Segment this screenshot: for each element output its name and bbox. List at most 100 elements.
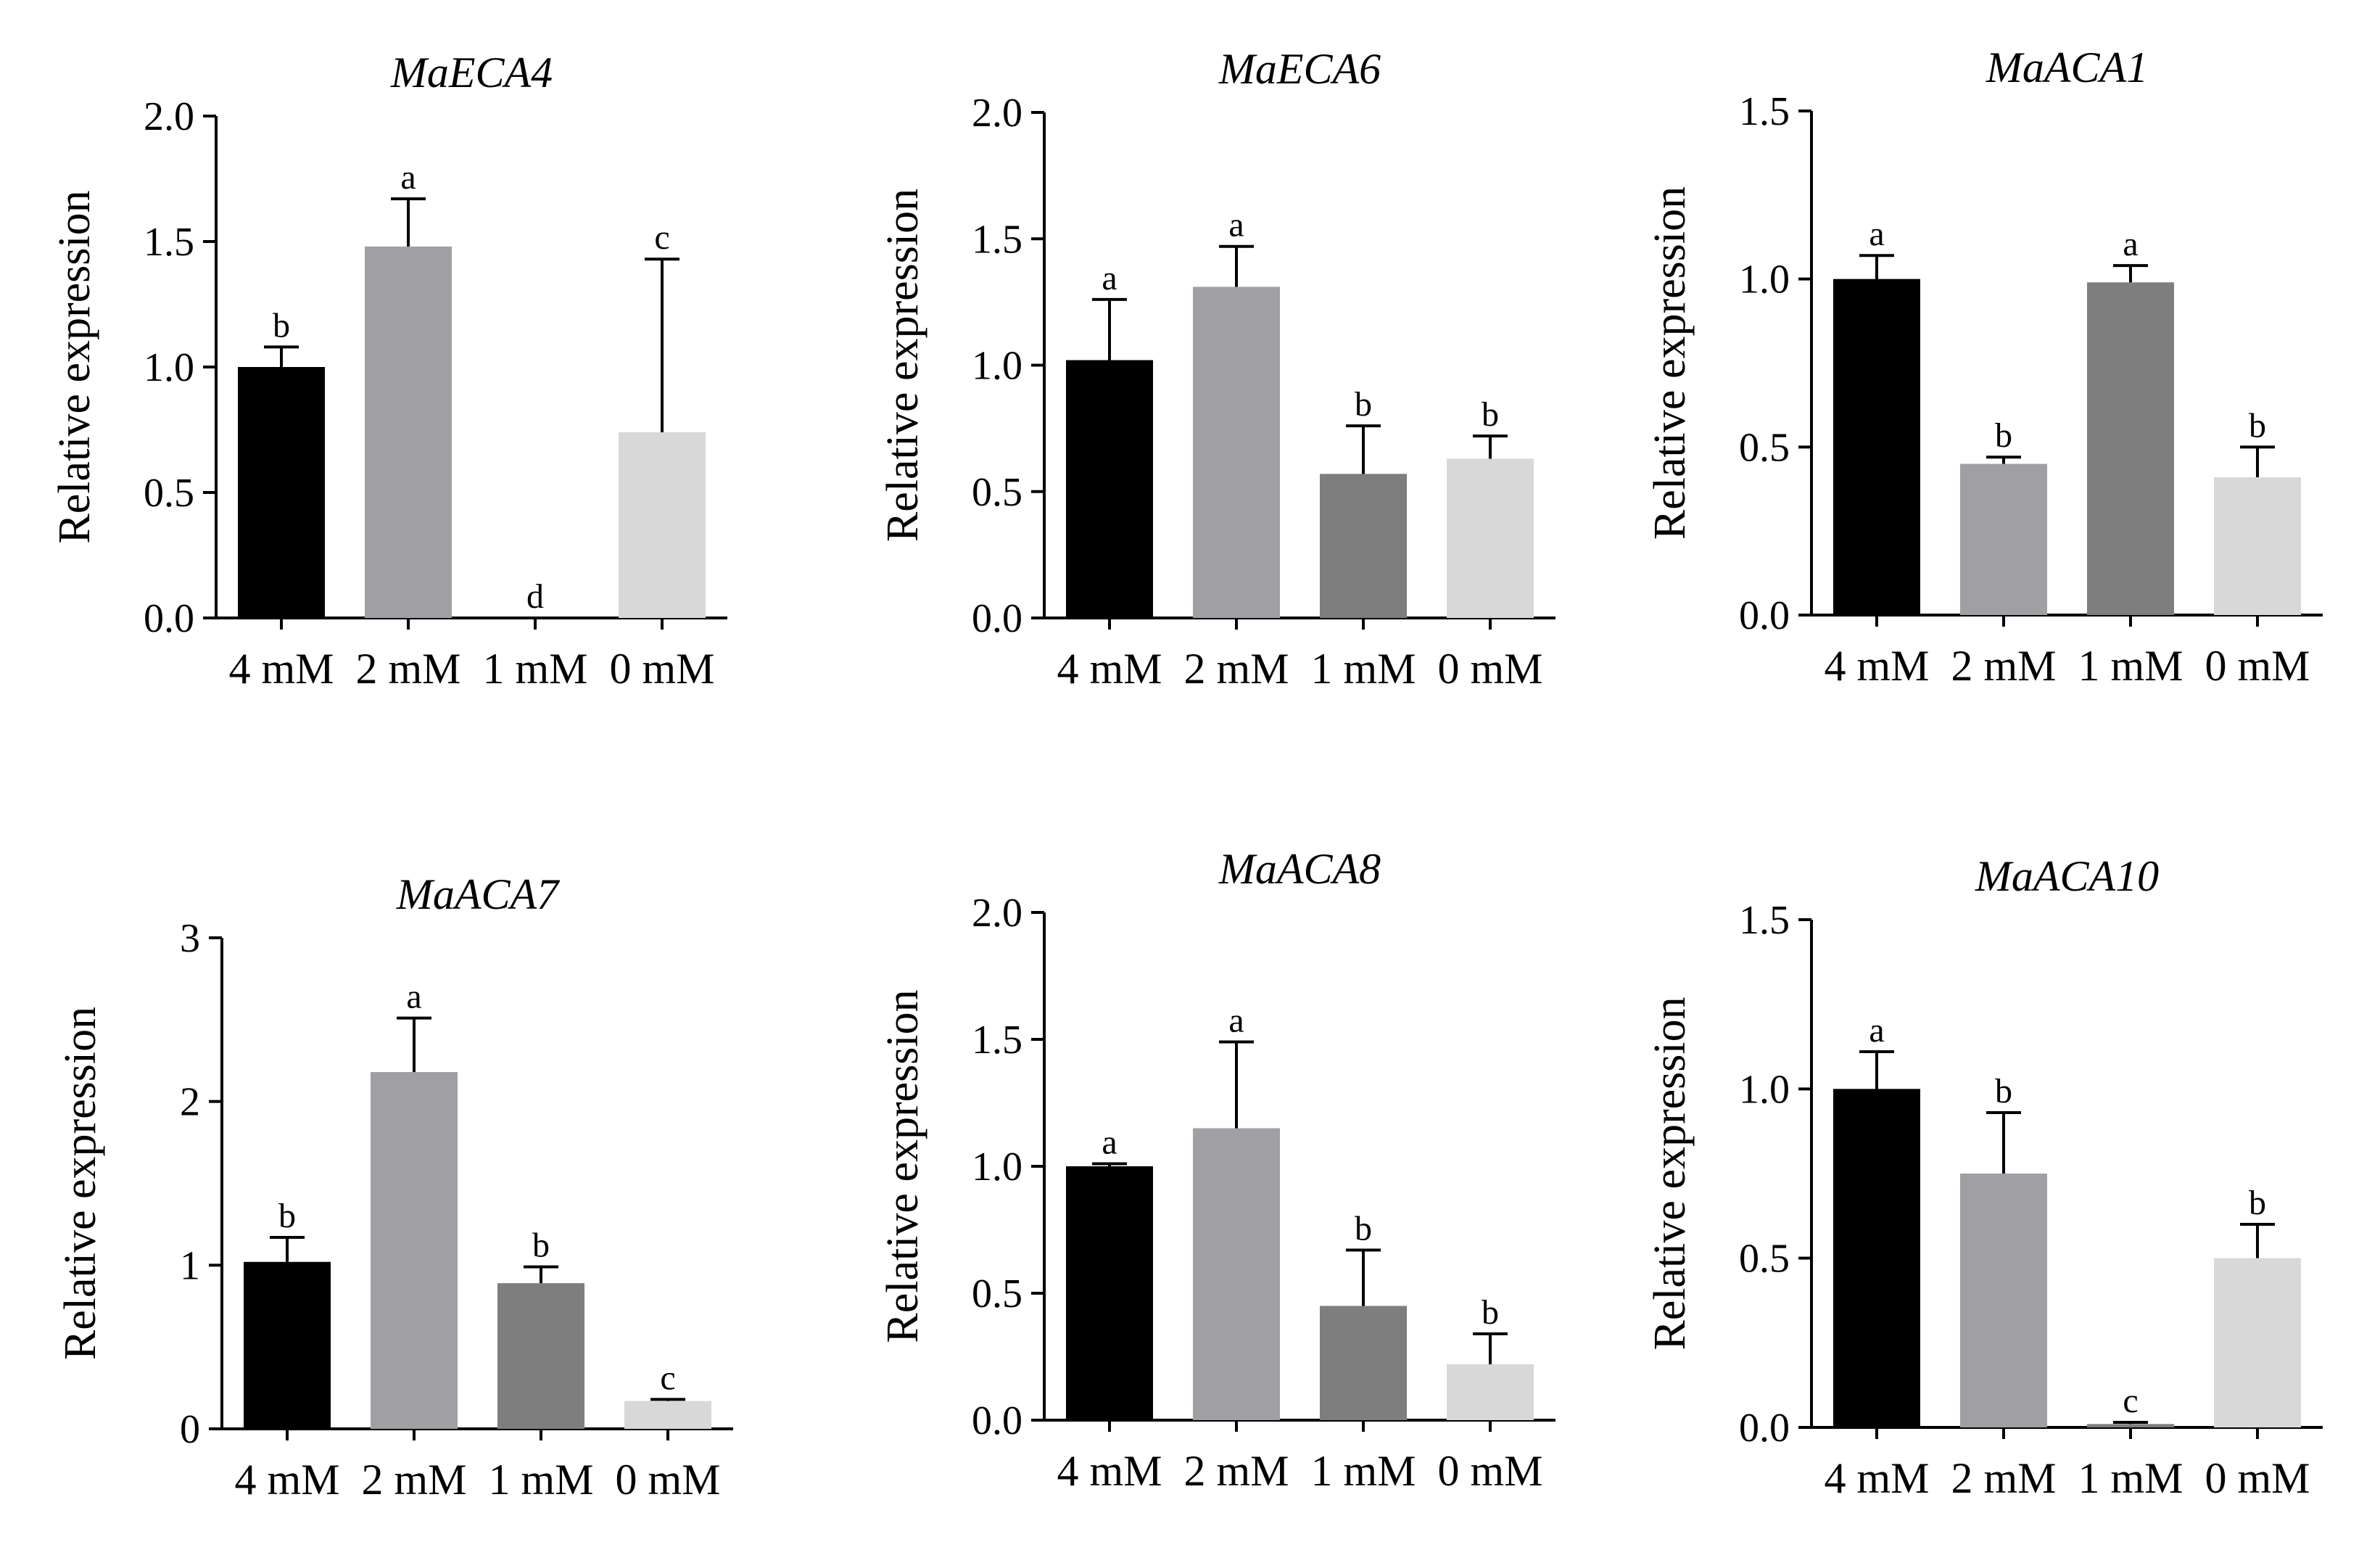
chart4-bar-4mm: [244, 1261, 331, 1429]
chart2-significance-label: b: [1482, 395, 1499, 434]
chart6-x-tick-label: 1 mM: [2078, 1454, 2183, 1502]
chart4-y-tick-label: 1: [180, 1243, 200, 1288]
chart1-y-tick-label: 1.5: [144, 220, 194, 265]
chart3-bar-0mm: [2214, 477, 2301, 615]
chart3-y-tick-label: 0.5: [1739, 425, 1790, 470]
chart4-significance-label: b: [532, 1226, 550, 1265]
chart5-y-tick-label: 2.0: [972, 891, 1022, 936]
chart6-bar-0mm: [2214, 1258, 2301, 1427]
chart2-significance-label: b: [1355, 385, 1372, 424]
chart6-x-tick-label: 2 mM: [1951, 1454, 2056, 1502]
chart3-significance-label: b: [1995, 416, 2012, 455]
chart1-x-tick-label: 1 mM: [482, 645, 587, 693]
chart4-bar-1mm: [497, 1283, 584, 1429]
chart5-x-tick-label: 4 mM: [1057, 1447, 1162, 1495]
chart6-significance-label: c: [2123, 1382, 2138, 1420]
chart4-title: MaACA7: [396, 870, 561, 918]
chart2-y-tick-label: 0.5: [972, 470, 1022, 515]
chart5-significance-label: a: [1102, 1123, 1117, 1162]
chart5-y-tick-label: 1.0: [972, 1145, 1022, 1190]
chart3-title: MaACA1: [1986, 44, 2148, 91]
chart6-x-tick-label: 0 mM: [2205, 1454, 2310, 1502]
chart4-y-tick-label: 2: [180, 1080, 200, 1125]
chart5-title: MaACA8: [1218, 845, 1381, 893]
chart1-significance-label: c: [654, 218, 669, 257]
chart2-y-tick-label: 0.0: [972, 596, 1022, 641]
chart6-title: MaACA10: [1975, 852, 2159, 900]
chart3-significance-label: a: [2123, 225, 2138, 263]
chart4-y-axis-label: Relative expression: [56, 1007, 105, 1360]
chart1-bar-0mm: [619, 432, 706, 618]
chart5-y-tick-label: 0.0: [972, 1398, 1022, 1443]
chart4-x-tick-label: 0 mM: [615, 1456, 720, 1504]
chart1-bar-4mm: [238, 367, 325, 618]
chart2-bar-0mm: [1447, 458, 1534, 618]
chart1-bar-2mm: [365, 246, 452, 618]
chart1-y-tick-label: 0.0: [144, 596, 194, 641]
chart6-significance-label: b: [2249, 1184, 2266, 1222]
chart1-x-tick-label: 4 mM: [228, 645, 334, 693]
chart2-x-tick-label: 1 mM: [1310, 645, 1416, 693]
chart4-significance-label: a: [406, 978, 421, 1016]
chart5-x-tick-label: 0 mM: [1437, 1447, 1542, 1495]
chart2-bar-1mm: [1320, 474, 1407, 618]
chart5-bar-4mm: [1066, 1166, 1153, 1420]
chart4-x-tick-label: 1 mM: [488, 1456, 593, 1504]
chart5-x-tick-label: 2 mM: [1183, 1447, 1289, 1495]
chart5-y-tick-label: 0.5: [972, 1271, 1022, 1316]
chart2-x-tick-label: 2 mM: [1183, 645, 1289, 693]
chart3-y-tick-label: 1.0: [1739, 257, 1790, 302]
chart2-y-tick-label: 1.0: [972, 344, 1022, 389]
chart5-significance-label: b: [1482, 1293, 1499, 1332]
chart1-x-tick-label: 0 mM: [609, 645, 714, 693]
chart3-x-tick-label: 0 mM: [2205, 642, 2310, 690]
chart1-significance-label: b: [273, 306, 290, 345]
chart5-significance-label: a: [1228, 1002, 1244, 1040]
chart4-x-tick-label: 2 mM: [361, 1456, 466, 1504]
chart5-y-axis-label: Relative expression: [878, 989, 927, 1343]
chart4-y-tick-label: 3: [180, 916, 200, 961]
chart3-y-axis-label: Relative expression: [1645, 186, 1695, 540]
chart2-y-tick-label: 1.5: [972, 217, 1022, 262]
chart6-y-tick-label: 1.5: [1739, 898, 1790, 943]
chart4-bar-0mm: [624, 1401, 711, 1429]
chart6-significance-label: b: [1995, 1072, 2012, 1110]
chart1-significance-label: a: [400, 158, 416, 197]
chart3-significance-label: b: [2249, 406, 2266, 445]
chart5-bar-1mm: [1320, 1306, 1407, 1420]
chart2-y-tick-label: 2.0: [972, 91, 1022, 136]
chart3-x-tick-label: 2 mM: [1951, 642, 2056, 690]
chart2-significance-label: a: [1228, 206, 1244, 244]
chart6-y-tick-label: 0.5: [1739, 1237, 1790, 1282]
chart6-y-axis-label: Relative expression: [1645, 997, 1695, 1350]
chart3-significance-label: a: [1869, 215, 1884, 253]
chart3-bar-2mm: [1960, 463, 2047, 615]
chart3-x-tick-label: 1 mM: [2078, 642, 2183, 690]
chart4-significance-label: c: [660, 1358, 675, 1397]
chart2-bar-4mm: [1066, 360, 1153, 618]
chart2-bar-2mm: [1193, 286, 1280, 618]
chart1-y-tick-label: 2.0: [144, 94, 194, 139]
chart3-y-tick-label: 1.5: [1739, 89, 1790, 134]
chart3-bar-1mm: [2087, 282, 2174, 615]
chart2-title: MaECA6: [1218, 45, 1381, 93]
chart1-y-tick-label: 1.0: [144, 345, 194, 390]
chart1-x-tick-label: 2 mM: [355, 645, 460, 693]
chart6-significance-label: a: [1869, 1011, 1884, 1050]
chart1-title: MaECA4: [390, 49, 553, 96]
chart4-y-tick-label: 0: [180, 1407, 200, 1452]
chart3-bar-4mm: [1833, 279, 1920, 615]
chart2-x-tick-label: 4 mM: [1057, 645, 1162, 693]
chart2-x-tick-label: 0 mM: [1437, 645, 1542, 693]
chart5-x-tick-label: 1 mM: [1310, 1447, 1416, 1495]
chart6-bar-2mm: [1960, 1174, 2047, 1427]
chart4-significance-label: b: [278, 1197, 296, 1235]
chart5-y-tick-label: 1.5: [972, 1018, 1022, 1063]
chart6-x-tick-label: 4 mM: [1824, 1454, 1929, 1502]
chart1-significance-label: d: [526, 577, 544, 616]
chart4-x-tick-label: 4 mM: [234, 1456, 339, 1504]
chart3-x-tick-label: 4 mM: [1824, 642, 1929, 690]
chart6-bar-4mm: [1833, 1089, 1920, 1427]
